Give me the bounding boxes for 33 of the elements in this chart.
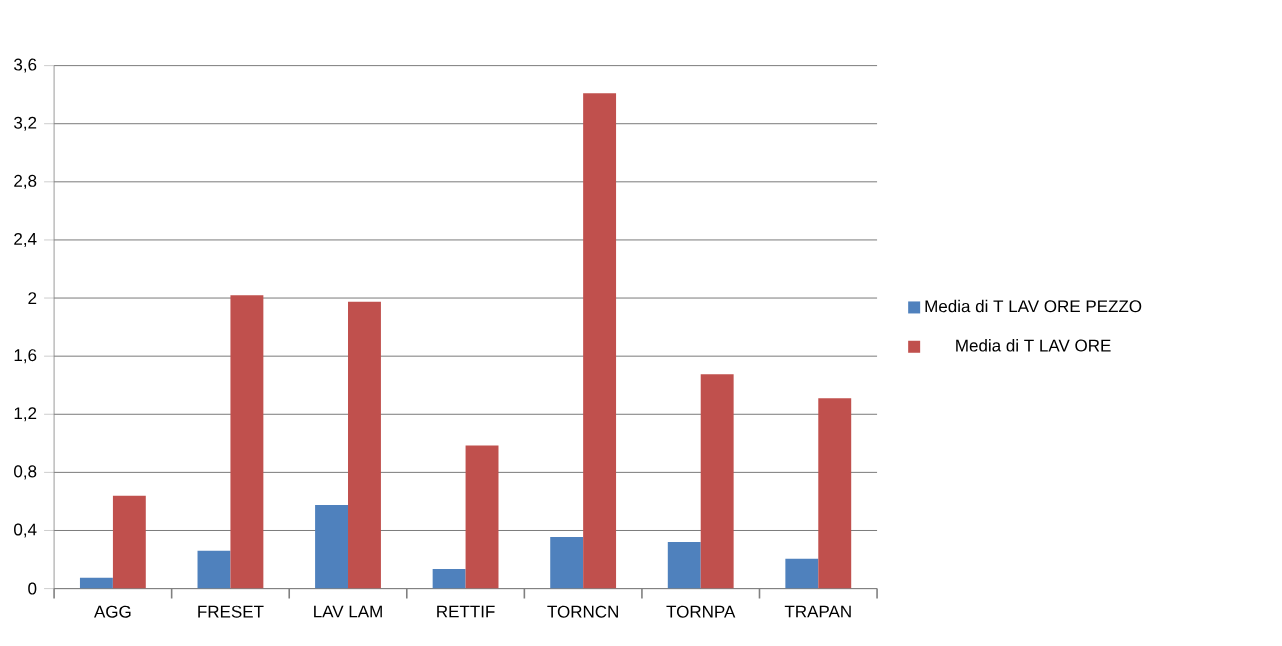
bar bbox=[667, 542, 701, 589]
x-tick-label: AGG bbox=[94, 605, 131, 618]
bar bbox=[432, 568, 466, 589]
y-tick-label: 2,8 bbox=[14, 174, 37, 189]
bar bbox=[197, 550, 231, 589]
y-tick-label: 3,2 bbox=[14, 116, 37, 131]
y-tick-label: 0,8 bbox=[14, 465, 37, 480]
x-tick-label: LAV LAM bbox=[314, 605, 382, 618]
bar bbox=[550, 537, 584, 589]
y-tick-label: 0 bbox=[28, 582, 37, 595]
y-tick-label: 0,4 bbox=[14, 523, 37, 538]
bar bbox=[818, 398, 852, 589]
y-tick-label: 1,6 bbox=[14, 349, 37, 364]
bar bbox=[230, 295, 264, 589]
y-tick-label: 3,6 bbox=[14, 58, 37, 73]
y-tick-label: 2,4 bbox=[14, 232, 37, 247]
legend-label: Media di T LAV ORE PEZZO bbox=[925, 299, 1142, 313]
legend-label: Media di T LAV ORE bbox=[956, 339, 1111, 352]
x-tick-label: TORNPA bbox=[666, 605, 736, 618]
x-tick-label: FRESET bbox=[198, 605, 264, 618]
bar bbox=[315, 505, 349, 589]
bar bbox=[785, 558, 819, 589]
x-tick-label: TRAPAN bbox=[784, 605, 851, 618]
bar bbox=[79, 577, 113, 589]
x-tick-label: RETTIF bbox=[437, 605, 495, 618]
bar bbox=[112, 495, 146, 589]
y-tick-label: 1,2 bbox=[14, 407, 37, 422]
bar bbox=[465, 445, 499, 589]
y-tick-label: 2 bbox=[28, 292, 37, 304]
bar bbox=[700, 374, 734, 589]
x-tick-label: TORNCN bbox=[547, 605, 618, 618]
bar bbox=[583, 93, 617, 589]
bar bbox=[348, 301, 381, 589]
